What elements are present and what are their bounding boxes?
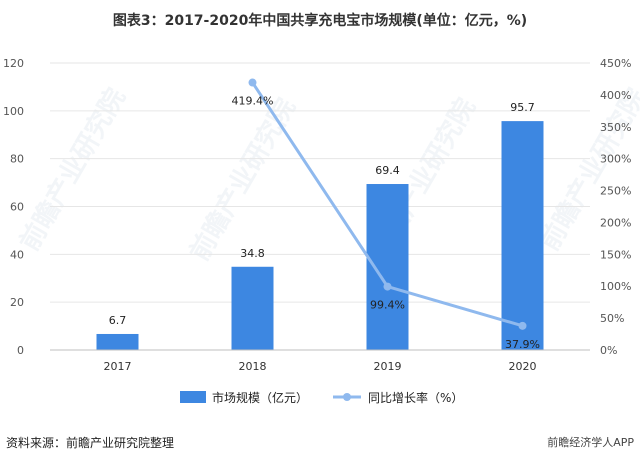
x-axis: 2017 2018 2019 2020 (50, 349, 590, 373)
bar-value-label: 6.7 (109, 314, 127, 327)
y-right-tick-label: 250% (600, 185, 631, 198)
x-tick-label: 2020 (509, 360, 537, 373)
y-left-tick-label: 0 (17, 344, 24, 357)
source-note: 资料来源：前瞻产业研究院整理 (6, 436, 175, 450)
legend-line-label: 同比增长率（%） (368, 390, 463, 405)
line-value-label: 99.4% (370, 299, 405, 312)
y-right-tick-label: 300% (600, 153, 631, 166)
legend-bar-swatch (180, 391, 206, 403)
x-tick-label: 2019 (374, 360, 402, 373)
y-left-tick-label: 120 (3, 57, 24, 70)
line-point (383, 282, 392, 291)
legend: 市场规模（亿元） 同比增长率（%） (180, 390, 463, 405)
bar (96, 333, 139, 350)
legend-bar-label: 市场规模（亿元） (212, 390, 308, 405)
y-left-tick-label: 60 (10, 201, 24, 214)
y-right-tick-label: 150% (600, 248, 631, 261)
y-left-tick-label: 100 (3, 105, 24, 118)
line-value-label: 419.4% (232, 95, 274, 108)
line-value-label: 37.9% (505, 338, 540, 351)
y-right-tick-label: 200% (600, 216, 631, 229)
y-right-tick-label: 400% (600, 89, 631, 102)
line-series (248, 78, 527, 330)
line-point (518, 321, 527, 330)
x-tick-label: 2017 (104, 360, 132, 373)
bar-value-label: 69.4 (375, 164, 400, 177)
bar-series (96, 121, 544, 351)
y-axis-left: 0 20 40 60 80 100 120 (3, 57, 24, 357)
bar-value-label: 95.7 (510, 101, 535, 114)
y-right-tick-label: 450% (600, 57, 631, 70)
y-right-tick-label: 0% (600, 344, 617, 357)
y-right-tick-label: 100% (600, 280, 631, 293)
y-right-tick-label: 50% (600, 312, 624, 325)
y-right-tick-label: 350% (600, 121, 631, 134)
y-axis-right: 0% 50% 100% 150% 200% 250% 300% 350% 400% 450% (600, 57, 631, 357)
brand-footer: 前瞻经济学人APP (547, 436, 634, 449)
bar-value-label: 34.8 (240, 247, 265, 260)
y-left-tick-label: 40 (10, 248, 24, 261)
line-point (248, 78, 257, 87)
bar (501, 121, 544, 351)
bar (231, 266, 274, 350)
chart-title: 图表3：2017-2020年中国共享充电宝市场规模(单位：亿元，%) (112, 13, 528, 29)
data-labels: 6.7 34.8 69.4 95.7 419.4% 99.4% 37.9% (109, 95, 540, 351)
gridlines (50, 62, 590, 303)
y-left-tick-label: 80 (10, 153, 24, 166)
y-left-tick-label: 20 (10, 296, 24, 309)
legend-line-marker (343, 393, 351, 401)
x-tick-label: 2018 (239, 360, 267, 373)
